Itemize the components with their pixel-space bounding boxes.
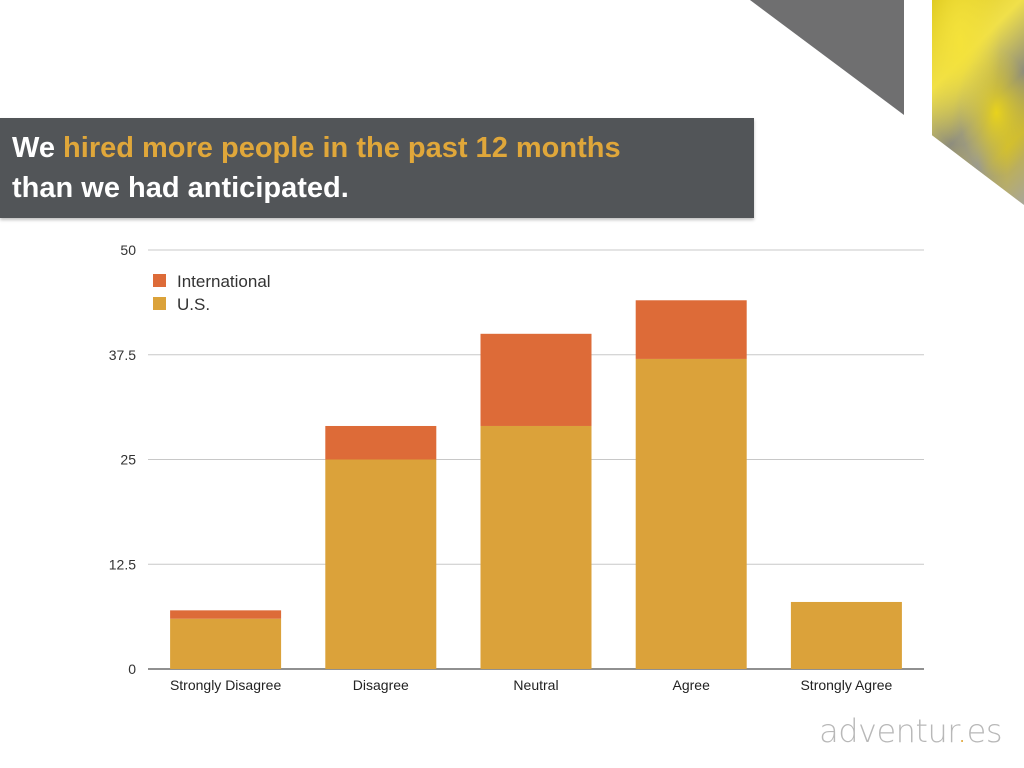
legend-swatch [153, 274, 166, 287]
bar-u-s [480, 425, 592, 669]
logo-main: adventur [819, 712, 957, 750]
bar-u-s [635, 358, 747, 669]
title-highlight: hired more people in the past 12 months [63, 132, 621, 164]
title-part1: We [12, 132, 64, 164]
y-tick-label: 12.5 [109, 556, 136, 572]
y-tick-label: 0 [128, 661, 136, 677]
bar-u-s [325, 459, 437, 669]
bar-u-s [170, 618, 282, 669]
bar-international [480, 333, 592, 426]
legend-label: U.S. [177, 295, 210, 314]
bar-international [325, 425, 437, 460]
bar-u-s [790, 601, 902, 669]
category-label: Neutral [513, 677, 558, 693]
y-tick-label: 25 [120, 452, 136, 468]
y-tick-label: 50 [120, 242, 136, 258]
y-tick-labels: 0 12.5 25 37.5 50 [109, 242, 136, 677]
title-line2: than we had anticipated. [12, 172, 349, 204]
logo-dot: . [956, 712, 967, 750]
bar-international [635, 300, 747, 359]
category-label: Strongly Disagree [170, 677, 281, 693]
category-labels: Strongly Disagree Disagree Neutral Agree Str… [170, 677, 893, 693]
category-label: Agree [673, 677, 711, 693]
logo-suffix: es [966, 712, 1003, 750]
legend-label: International [177, 272, 271, 291]
bars [170, 300, 902, 669]
slide-title: We hired more people in the past 12 mont… [12, 128, 742, 208]
category-label: Disagree [353, 677, 409, 693]
legend: International U.S. [153, 272, 271, 314]
adventures-logo: adventur.es [819, 712, 1002, 750]
category-label: Strongly Agree [800, 677, 892, 693]
legend-swatch [153, 297, 166, 310]
title-band [0, 118, 754, 218]
bar-international [170, 610, 282, 619]
y-tick-label: 37.5 [109, 347, 136, 363]
